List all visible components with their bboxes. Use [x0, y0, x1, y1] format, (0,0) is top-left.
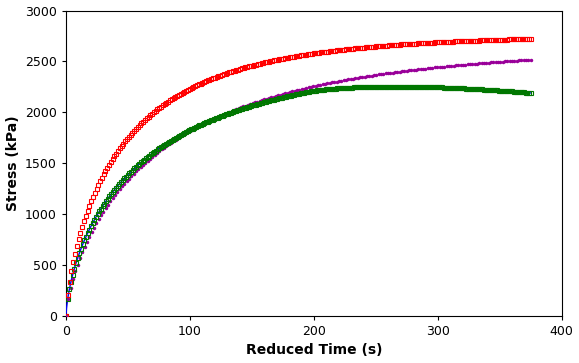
Y-axis label: Stress (kPa): Stress (kPa) — [6, 115, 20, 211]
X-axis label: Reduced Time (s): Reduced Time (s) — [245, 343, 382, 358]
